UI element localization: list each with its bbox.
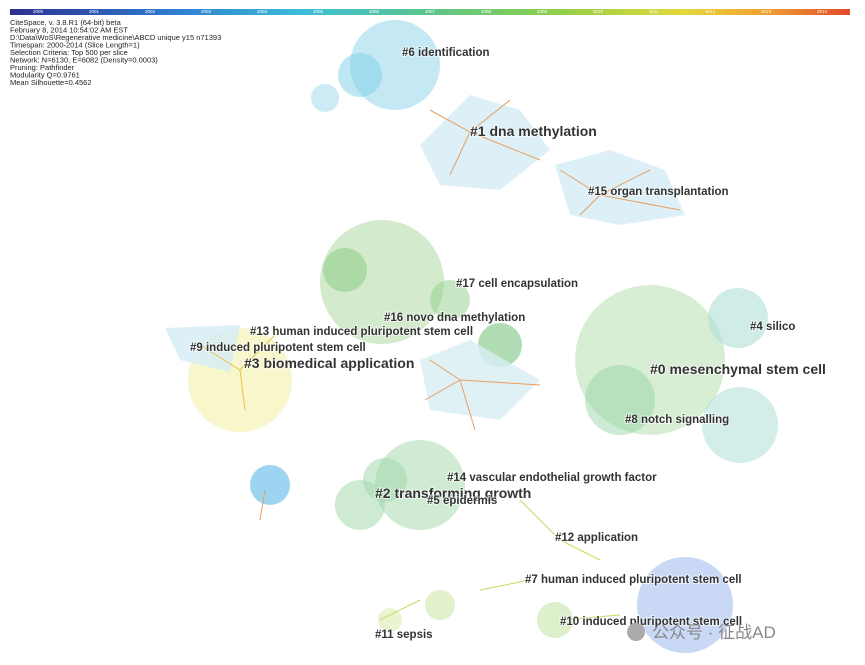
- branch: [579, 194, 601, 216]
- header-line: Pruning: Pathfinder: [10, 63, 75, 72]
- header-line: D:\Data\WoS\Regenerative medicine\ABCD u…: [10, 33, 221, 42]
- cluster-halo: [430, 280, 470, 320]
- branch: [429, 109, 471, 133]
- cluster-halo: [708, 288, 768, 348]
- cluster-label: #16 novo dna methylation: [384, 312, 525, 324]
- header-line: Selection Criteria: Top 500 per slice: [10, 48, 128, 57]
- cluster-label: #3 biomedical application: [244, 355, 414, 371]
- branch: [449, 131, 471, 176]
- branch: [259, 489, 266, 521]
- cluster-halo: [250, 465, 290, 505]
- timeline-year: 2006: [369, 9, 380, 14]
- cluster-halo: [575, 285, 725, 435]
- cluster-label: #10 induced pluripotent stem cell: [560, 616, 742, 628]
- timeline-year: 2011: [649, 9, 659, 14]
- branch: [199, 344, 241, 371]
- branch: [459, 379, 541, 386]
- cluster-label: #1 dna methylation: [470, 123, 597, 139]
- branch: [559, 169, 601, 196]
- branch: [379, 599, 421, 621]
- cluster-label: #0 mesenchymal stem cell: [650, 361, 826, 377]
- cluster-halo: [363, 458, 407, 502]
- header-line: Mean Silhouette=0.4562: [10, 78, 92, 87]
- timeline-year: 2009: [537, 9, 548, 14]
- timeline-year: 2001: [89, 9, 100, 14]
- branch: [559, 614, 621, 621]
- branch: [424, 379, 461, 401]
- branch: [239, 369, 246, 411]
- cluster-halo: [702, 387, 778, 463]
- header-line: Timespan: 2000-2014 (Slice Length=1): [10, 41, 140, 50]
- cluster-label: #15 organ transplantation: [588, 186, 729, 198]
- cluster-label: #14 vascular endothelial growth factor: [447, 472, 657, 484]
- cluster-label: #4 silico: [750, 321, 795, 333]
- timeline-year: 2007: [425, 9, 436, 14]
- cluster-label: #11 sepsis: [375, 629, 433, 641]
- branch: [559, 539, 601, 561]
- header-line: February 8, 2014 10:54:02 AM EST: [10, 26, 128, 35]
- watermark-text: 公众号 · 征战AD: [652, 623, 776, 642]
- labels: CiteSpace, v. 3.8.R1 (64-bit) betaFebrua…: [10, 9, 828, 642]
- cluster-label: #6 identification: [402, 47, 490, 59]
- header-line: Modularity Q=0.9761: [10, 71, 80, 80]
- branch: [479, 579, 531, 591]
- branch: [469, 99, 511, 133]
- branch: [599, 194, 681, 211]
- network-clusters: [165, 20, 778, 653]
- cluster-label: #7 human induced pluripotent stem cell: [525, 574, 742, 586]
- timeline-year: 2008: [481, 9, 492, 14]
- timeline-year: 2002: [145, 9, 156, 14]
- timeline-year: 2013: [761, 9, 772, 14]
- cluster-label: #9 induced pluripotent stem cell: [190, 342, 366, 354]
- cluster-label: #17 cell encapsulation: [456, 278, 578, 290]
- watermark: 公众号 · 征战AD: [627, 623, 776, 642]
- cluster-halo: [338, 53, 382, 97]
- cluster-halo: [537, 602, 573, 638]
- branch: [239, 329, 281, 371]
- timeline-year: 2000: [33, 9, 44, 14]
- branch: [519, 499, 561, 541]
- branch: [469, 131, 541, 161]
- header-line: CiteSpace, v. 3.8.R1 (64-bit) beta: [10, 18, 122, 27]
- timeline-year: 2010: [593, 9, 604, 14]
- timeline-year: 2014: [817, 9, 828, 14]
- cluster-label: #12 application: [555, 532, 638, 544]
- cluster-halo: [585, 365, 655, 435]
- branch: [429, 359, 461, 381]
- cluster-label: #5 epidermis: [427, 495, 497, 507]
- cluster-region: [420, 340, 540, 420]
- cluster-label: #2 transforming growth: [375, 485, 531, 501]
- cluster-halo: [637, 557, 733, 653]
- timeline-year: 2005: [313, 9, 324, 14]
- timeline-year: 2003: [201, 9, 212, 14]
- cluster-region: [165, 325, 240, 372]
- cluster-region: [555, 150, 685, 225]
- cluster-halo: [311, 84, 339, 112]
- watermark-icon: [627, 623, 645, 641]
- timeline-year: 2004: [257, 9, 268, 14]
- branch: [599, 169, 651, 196]
- timeline-year: 2012: [705, 9, 716, 14]
- cluster-region: [420, 95, 550, 190]
- cluster-halo: [323, 248, 367, 292]
- cluster-halo: [378, 608, 402, 632]
- cluster-halo: [425, 590, 455, 620]
- cluster-label: #13 human induced pluripotent stem cell: [250, 326, 473, 338]
- timeline-bar: [10, 9, 850, 15]
- cluster-label: #8 notch signalling: [625, 414, 729, 426]
- branch: [459, 379, 476, 431]
- header-line: Network: N=6130, E=6082 (Density=0.0003): [10, 56, 158, 65]
